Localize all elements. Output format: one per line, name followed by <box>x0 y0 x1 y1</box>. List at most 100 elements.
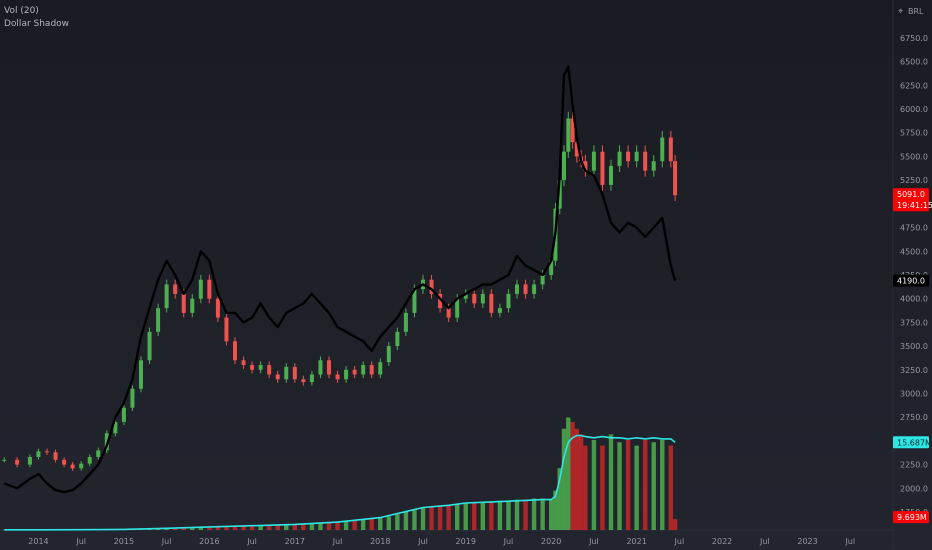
price-badge: 5091.0 <box>893 188 929 201</box>
y-tick-label: 2250.0 <box>900 461 928 470</box>
x-tick-label: Jul <box>75 537 86 546</box>
volume-bar <box>668 445 674 530</box>
volume-bar <box>181 527 186 530</box>
volume-bar <box>412 509 417 530</box>
volume-bar <box>232 526 238 530</box>
volume-bar <box>600 445 605 530</box>
volume-bar <box>164 528 169 530</box>
candle-body <box>164 284 169 309</box>
x-tick-label: 2014 <box>28 537 48 546</box>
shadow-badge: 4190.0 <box>893 274 929 287</box>
volume-bar <box>454 504 460 530</box>
candle-body <box>668 137 673 162</box>
volume-bar <box>172 527 178 530</box>
x-tick-label: 2022 <box>712 537 732 546</box>
candle-body <box>549 260 554 275</box>
candle-body <box>96 450 101 457</box>
x-tick-label: 2018 <box>370 537 390 546</box>
candle-body <box>275 374 280 380</box>
candle-body <box>173 284 178 294</box>
volume-bar <box>309 523 315 530</box>
volume-bar <box>634 445 639 530</box>
candle-body <box>412 289 417 313</box>
x-tick-label: Jul <box>161 537 172 546</box>
candle-body <box>386 346 391 363</box>
volume-bar <box>249 525 255 530</box>
volume-bar <box>570 422 575 530</box>
volume-bar <box>651 442 656 530</box>
volume-badge-bg <box>893 511 929 524</box>
volume-bar <box>215 526 221 530</box>
candle-body <box>532 284 537 294</box>
volume-bar <box>155 528 161 530</box>
candle-body <box>301 379 306 383</box>
price-scale-currency: BRL <box>908 7 924 16</box>
volume-bar <box>403 512 409 530</box>
volume-ma-badge-text: 15.687M <box>897 438 932 447</box>
volume-bar <box>540 498 545 530</box>
x-tick-label: Jul <box>246 537 257 546</box>
x-tick-label: Jul <box>844 537 855 546</box>
candle-body <box>600 151 605 185</box>
candle-body <box>446 308 451 318</box>
y-tick-label: 6500.0 <box>900 58 928 67</box>
y-tick-label: 4500.0 <box>900 247 928 256</box>
volume-bar <box>343 521 349 530</box>
candle-body <box>121 407 126 422</box>
volume-bar <box>258 525 263 530</box>
candle-body <box>215 298 220 318</box>
x-tick-label: Jul <box>759 537 770 546</box>
candle-body <box>562 151 566 181</box>
candle-body <box>403 312 408 332</box>
candle-body <box>292 366 297 380</box>
candle-body <box>497 308 502 313</box>
volume-bar <box>506 500 511 530</box>
volume-bar <box>190 527 195 530</box>
volume-bar <box>198 527 204 530</box>
countdown-badge-bg <box>893 199 929 212</box>
candle-body <box>79 463 84 469</box>
candle-body <box>113 421 118 434</box>
y-tick-label: 6250.0 <box>900 81 928 90</box>
candle-body <box>617 151 622 166</box>
candle-body <box>480 293 485 304</box>
x-tick-label: Jul <box>417 537 428 546</box>
volume-bar <box>497 500 503 530</box>
candle-body <box>395 331 400 347</box>
candle-body <box>643 151 648 171</box>
candle-body <box>62 459 67 465</box>
volume-bar <box>531 498 537 530</box>
volume-bar <box>480 501 486 530</box>
volume-bar <box>207 526 212 530</box>
volume-bar <box>318 523 323 530</box>
volume-bar <box>660 440 665 530</box>
shadow-badge-bg <box>893 274 929 287</box>
y-tick-label: 4750.0 <box>900 224 928 233</box>
candle-body <box>181 293 186 313</box>
y-tick-label: 5250.0 <box>900 176 928 185</box>
candle-body <box>506 293 511 309</box>
candle-body <box>609 165 613 185</box>
candlestick-series <box>2 111 678 471</box>
indicator-legend: Vol (20) Dollar Shadow <box>4 5 69 31</box>
countdown-badge: 19:41:15 <box>893 199 932 212</box>
volume-bar <box>292 524 298 530</box>
candle-body <box>327 360 331 375</box>
candle-body <box>523 284 528 294</box>
volume-bar <box>489 501 494 530</box>
volume-bar <box>625 440 631 530</box>
candle-body <box>147 331 152 361</box>
volume-indicator-label[interactable]: Vol (20) <box>4 6 39 16</box>
dollar-shadow-label[interactable]: Dollar Shadow <box>4 19 70 29</box>
candle-body <box>198 279 203 299</box>
y-tick-label: 5500.0 <box>900 152 928 161</box>
candle-body <box>591 151 596 171</box>
volume-bar <box>566 417 571 530</box>
candle-body <box>318 360 323 375</box>
candle-body <box>463 293 468 299</box>
volume-badge-text: 9.693M <box>897 513 927 522</box>
candle-body <box>36 451 41 457</box>
candle-body <box>224 317 229 342</box>
volume-bar <box>672 519 678 530</box>
